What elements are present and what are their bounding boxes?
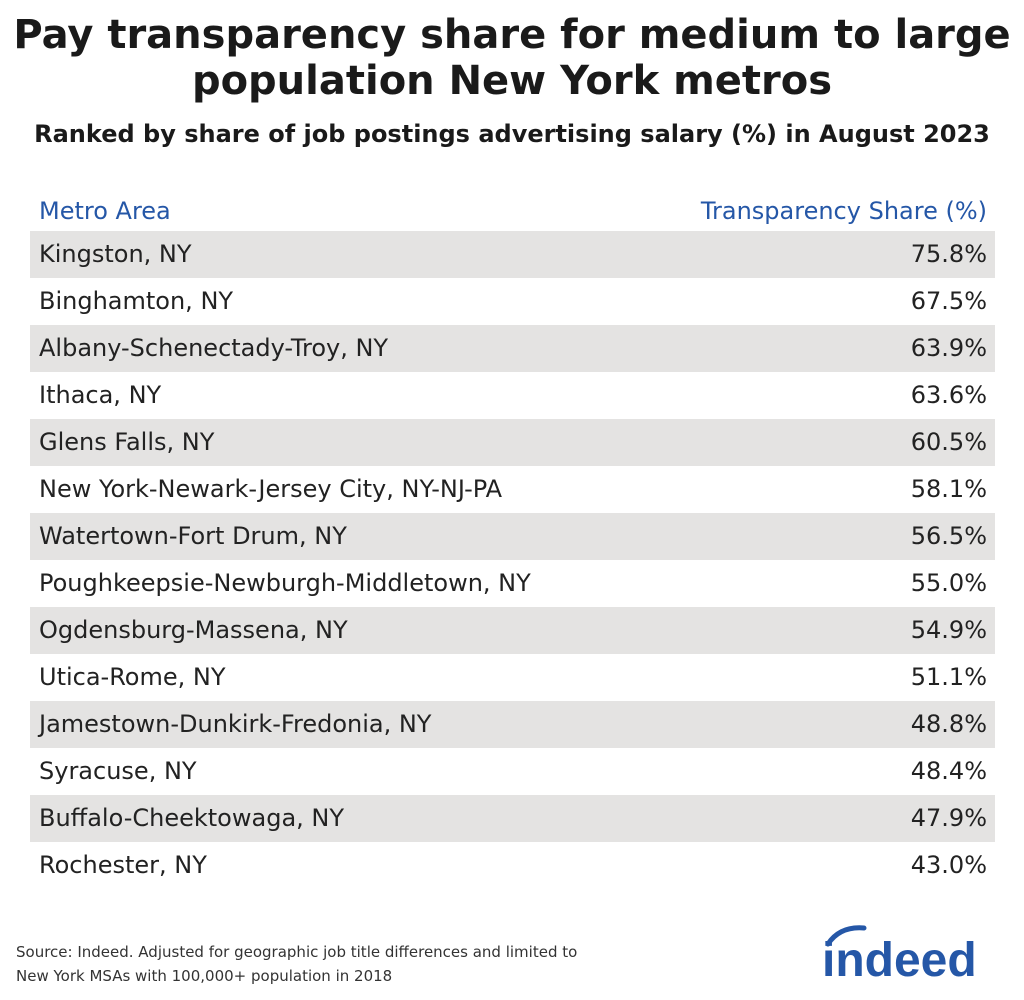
table-row: Binghamton, NY 67.5% [30,278,995,325]
transparency-share: 55.0% [910,569,987,597]
column-header-share: Transparency Share (%) [700,197,987,225]
transparency-share: 60.5% [910,428,987,456]
logo-arc [825,925,867,947]
table-row: Watertown-Fort Drum, NY 56.5% [30,513,995,560]
metro-name: Albany-Schenectady-Troy, NY [39,334,389,362]
table-row: New York-Newark-Jersey City, NY-NJ-PA 58.… [30,466,995,513]
table-row: Kingston, NY 75.8% [30,231,995,278]
chart-subtitle: Ranked by share of job postings advertis… [34,120,990,148]
transparency-share: 51.1% [910,663,987,691]
metro-name: Rochester, NY [39,851,207,879]
table-row: Utica-Rome, NY 51.1% [30,654,995,701]
indeed-logo: indeed [822,925,977,982]
table-row: Syracuse, NY 48.4% [30,748,995,795]
table-row: Buffalo-Cheektowaga, NY 47.9% [30,795,995,842]
metro-name: Glens Falls, NY [39,428,215,456]
metro-name: Ithaca, NY [39,381,162,409]
metro-name: Binghamton, NY [39,287,234,315]
transparency-share: 43.0% [910,851,987,879]
metro-name: Watertown-Fort Drum, NY [39,522,347,550]
metro-name: Jamestown-Dunkirk-Fredonia, NY [39,710,432,738]
transparency-share: 67.5% [910,287,987,315]
table-row: Ithaca, NY 63.6% [30,372,995,419]
logo-wordmark: indeed [822,934,977,982]
table-row: Ogdensburg-Massena, NY 54.9% [30,607,995,654]
table-body: Kingston, NY 75.8% Binghamton, NY 67.5% Alba… [30,231,995,889]
metro-name: Syracuse, NY [39,757,197,785]
chart-title: Pay transparency share for medium to lar… [13,12,1011,104]
transparency-share: 54.9% [910,616,987,644]
metro-name: Buffalo-Cheektowaga, NY [39,804,345,832]
transparency-share: 63.6% [910,381,987,409]
table-row: Jamestown-Dunkirk-Fredonia, NY 48.8% [30,701,995,748]
transparency-share: 58.1% [910,475,987,503]
table-row: Poughkeepsie-Newburgh-Middletown, NY 55.0… [30,560,995,607]
source-note: Source: Indeed. Adjusted for geographic … [16,943,578,985]
table-row: Glens Falls, NY 60.5% [30,419,995,466]
column-header-metro: Metro Area [39,197,171,225]
transparency-share: 75.8% [910,240,987,268]
metro-name: Ogdensburg-Massena, NY [39,616,348,644]
transparency-share: 63.9% [910,334,987,362]
metro-name: Utica-Rome, NY [39,663,226,691]
metro-name: New York-Newark-Jersey City, NY-NJ-PA [39,475,503,503]
metro-name: Kingston, NY [39,240,192,268]
metro-name: Poughkeepsie-Newburgh-Middletown, NY [39,569,531,597]
table-header: Metro Area Transparency Share (%) [30,193,995,229]
transparency-share: 47.9% [910,804,987,832]
transparency-share: 56.5% [910,522,987,550]
table-row: Rochester, NY 43.0% [30,842,995,889]
table-row: Albany-Schenectady-Troy, NY 63.9% [30,325,995,372]
transparency-share: 48.4% [910,757,987,785]
transparency-share: 48.8% [910,710,987,738]
